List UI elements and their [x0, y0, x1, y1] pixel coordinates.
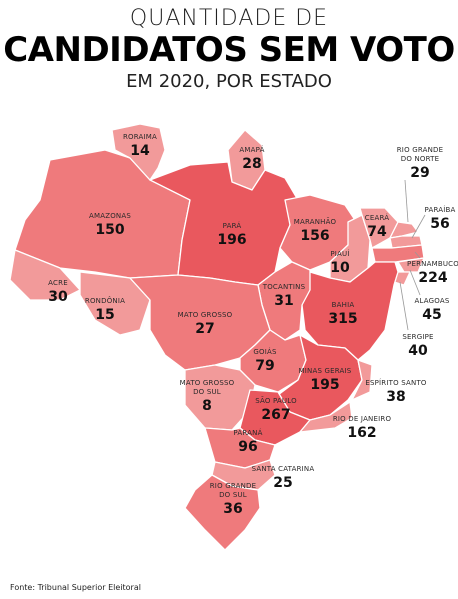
- state-value-ma: 156: [300, 228, 329, 244]
- state-name-rr: RORAIMA: [123, 133, 157, 141]
- state-label-mt: MATO GROSSO 27: [178, 311, 233, 337]
- state-value-mg: 195: [310, 377, 339, 393]
- state-value-ms: 8: [202, 398, 212, 414]
- state-label-ce: CEARÁ 74: [365, 213, 389, 240]
- state-name-am: AMAZONAS: [89, 212, 131, 220]
- state-value-pr: 96: [238, 439, 257, 455]
- state-shape-rs[interactable]: [184, 474, 261, 551]
- state-shape-es[interactable]: [351, 359, 373, 401]
- state-label-ac: ACRE 30: [48, 279, 68, 305]
- state-name-to: TOCANTINS: [262, 283, 306, 291]
- state-value-pe: 224: [418, 270, 447, 286]
- state-name-sp: SÃO PAULO: [255, 396, 297, 405]
- state-label-to: TOCANTINS 31: [262, 283, 306, 309]
- state-value-go: 79: [255, 358, 274, 374]
- state-value-mt: 27: [195, 321, 214, 337]
- state-shape-al[interactable]: [397, 257, 425, 273]
- leader-line-al: [409, 269, 421, 296]
- state-name-rj: RIO DE JANEIRO: [333, 415, 392, 423]
- state-name-sc: SANTA CATARINA: [252, 465, 315, 473]
- state-value-rr: 14: [130, 143, 150, 159]
- state-value-al: 45: [422, 307, 441, 323]
- leader-line-se: [399, 281, 409, 331]
- state-labels: RORAIMA 14 AMAPÁ 28 AMAZONAS 150 PARÁ 196 MARANH…: [48, 133, 458, 517]
- state-value-es: 38: [386, 389, 405, 405]
- state-label-pi: PIAUÍ 10: [330, 249, 350, 276]
- state-value-sp: 267: [261, 407, 290, 423]
- state-label-ap: AMAPÁ 28: [239, 145, 264, 172]
- source-note: Fonte: Tribunal Superior Eleitoral: [10, 583, 141, 592]
- state-label-pr: PARANÁ 96: [233, 428, 262, 455]
- state-name-ro: RONDÔNIA: [85, 296, 125, 305]
- state-value-rj: 162: [347, 425, 376, 441]
- state-label-pe: PERNAMBUCO 224: [407, 260, 458, 286]
- title-line-3: EM 2020, POR ESTADO: [126, 71, 332, 92]
- state-label-rj: RIO DE JANEIRO 162: [333, 415, 392, 441]
- state-label-es: ESPÍRITO SANTO 38: [365, 378, 427, 405]
- state-name-pr: PARANÁ: [233, 428, 262, 437]
- state-name-pa: PARÁ: [223, 221, 242, 230]
- state-name-ap: AMAPÁ: [239, 145, 264, 154]
- leader-line-rn: [404, 179, 409, 223]
- state-label-mg: MINAS GERAIS 195: [299, 367, 352, 393]
- state-name-ma: MARANHÃO: [294, 217, 337, 226]
- state-name-ba: BAHIA: [332, 301, 355, 309]
- state-value-pi: 10: [330, 260, 350, 276]
- state-label-se: SERGIPE 40: [402, 333, 433, 359]
- state-label-al: ALAGOAS 45: [415, 297, 450, 323]
- state-label-ms: MATO GROSSO DO SUL 8: [180, 379, 235, 414]
- state-name-pi: PIAUÍ: [330, 249, 349, 258]
- state-name-mt: MATO GROSSO: [178, 311, 233, 319]
- state-shape-rn[interactable]: [389, 221, 419, 239]
- state-shape-ba[interactable]: [301, 261, 399, 361]
- title-line-2: CANDIDATOS SEM VOTO: [3, 30, 455, 70]
- leader-line-pe: [414, 251, 421, 259]
- state-value-am: 150: [95, 222, 124, 238]
- state-name-ms: MATO GROSSO DO SUL: [180, 379, 235, 396]
- state-value-pa: 196: [217, 232, 246, 248]
- state-name-al: ALAGOAS: [415, 297, 450, 305]
- state-shape-rj[interactable]: [299, 401, 353, 433]
- state-label-pa: PARÁ 196: [217, 221, 246, 248]
- state-label-rr: RORAIMA 14: [123, 133, 157, 159]
- state-value-rn: 29: [410, 165, 429, 181]
- state-value-ba: 315: [328, 311, 357, 327]
- state-name-pe: PERNAMBUCO: [407, 260, 458, 268]
- state-name-ce: CEARÁ: [365, 213, 389, 222]
- state-name-rs: RIO GRANDE DO SUL: [210, 482, 257, 499]
- state-name-mg: MINAS GERAIS: [299, 367, 352, 375]
- state-value-ro: 15: [95, 307, 114, 323]
- state-value-ac: 30: [48, 289, 68, 305]
- state-value-se: 40: [408, 343, 428, 359]
- state-label-ro: RONDÔNIA 15: [85, 296, 125, 323]
- leader-line-pb: [411, 214, 426, 239]
- state-name-se: SERGIPE: [402, 333, 433, 341]
- title-line-1: QUANTIDADE DE: [129, 6, 329, 31]
- state-name-rn: RIO GRANDE DO NORTE: [397, 146, 444, 163]
- state-label-am: AMAZONAS 150: [89, 212, 131, 238]
- state-name-go: GOIÁS: [253, 347, 277, 356]
- state-shape-rr[interactable]: [111, 123, 166, 181]
- state-value-to: 31: [274, 293, 293, 309]
- state-value-rs: 36: [223, 501, 242, 517]
- state-shape-ce[interactable]: [359, 207, 399, 249]
- state-value-sc: 25: [273, 475, 292, 491]
- state-label-go: GOIÁS 79: [253, 347, 277, 374]
- state-value-ap: 28: [242, 156, 261, 172]
- state-label-ma: MARANHÃO 156: [294, 217, 337, 244]
- state-label-rs: RIO GRANDE DO SUL 36: [210, 482, 257, 517]
- state-name-pb: PARAÍBA: [425, 205, 456, 214]
- state-name-es: ESPÍRITO SANTO: [365, 378, 427, 387]
- state-value-ce: 74: [367, 224, 387, 240]
- state-value-pb: 56: [430, 216, 449, 232]
- state-label-rn: RIO GRANDE DO NORTE 29: [397, 146, 444, 181]
- state-label-sp: SÃO PAULO 267: [255, 396, 297, 423]
- state-label-ba: BAHIA 315: [328, 301, 357, 327]
- state-label-sc: SANTA CATARINA 25: [252, 465, 315, 491]
- state-shape-pb[interactable]: [389, 235, 423, 249]
- state-label-pb: PARAÍBA 56: [425, 205, 456, 232]
- state-shape-ac[interactable]: [9, 249, 81, 301]
- state-name-ac: ACRE: [48, 279, 68, 287]
